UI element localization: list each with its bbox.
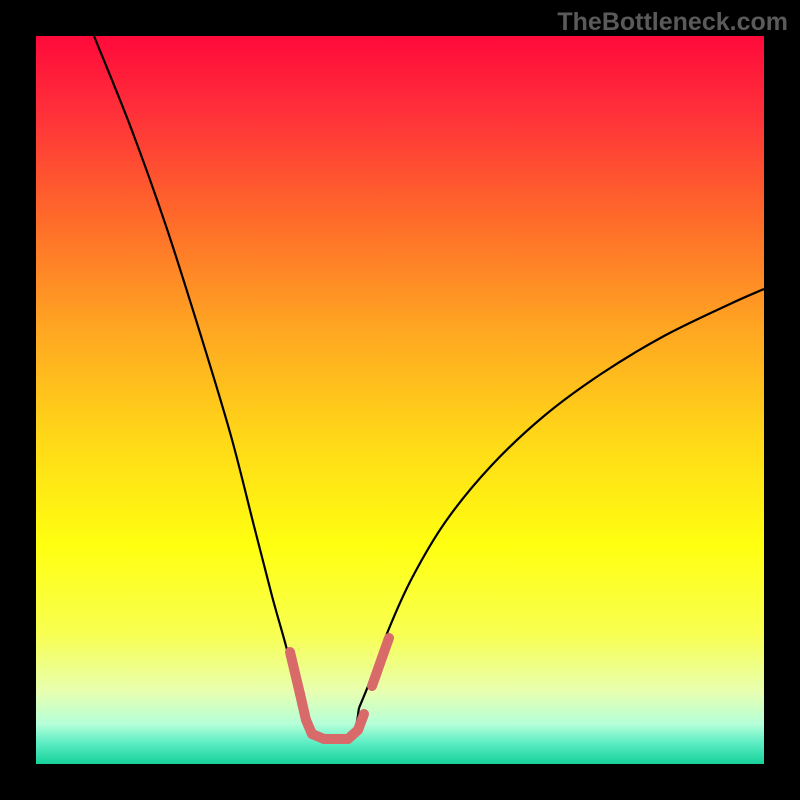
gradient-background: [36, 36, 764, 764]
marker-segment: [384, 638, 389, 652]
watermark-text: TheBottleneck.com: [557, 8, 788, 37]
chart-container: TheBottleneck.com: [0, 0, 800, 800]
chart-svg: [36, 36, 764, 764]
marker-segment: [358, 714, 364, 730]
plot-area: [36, 36, 764, 764]
